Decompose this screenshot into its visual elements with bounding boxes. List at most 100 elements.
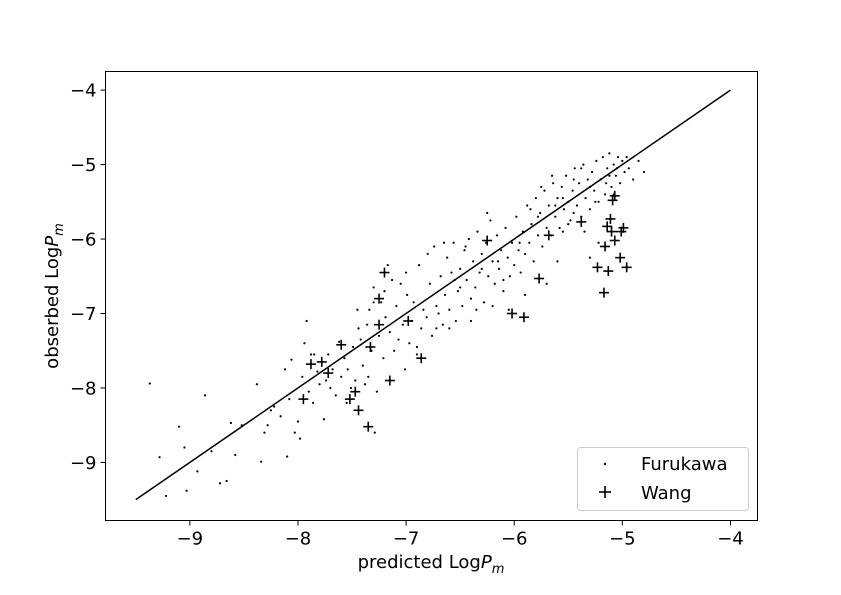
furukawa-point [461,304,464,308]
furukawa-point [340,375,343,378]
y-tick-label: −4 [70,81,97,102]
furukawa-point [510,241,514,244]
x-tick-label: −4 [717,529,744,550]
furukawa-point [584,196,587,200]
furukawa-point [382,357,385,360]
wang-point [609,235,620,246]
furukawa-point [383,290,386,293]
furukawa-point [467,237,470,241]
furukawa-point [361,364,364,367]
furukawa-point [452,241,455,244]
furukawa-point [450,271,453,274]
wang-point [592,262,603,273]
x-tick-label: −6 [501,529,528,550]
furukawa-point [567,200,570,203]
furukawa-point [368,308,371,311]
furukawa-point [518,241,521,244]
furukawa-point [422,308,425,311]
furukawa-point [565,174,568,177]
furukawa-point [397,338,400,341]
wang-point [607,195,618,206]
furukawa-point [437,312,440,315]
wang-point [609,190,620,201]
x-tick-label: −8 [285,529,312,550]
furukawa-point [263,431,266,434]
furukawa-point [637,159,640,162]
furukawa-point [412,301,415,304]
furukawa-point [469,319,473,323]
furukawa-point [530,223,533,226]
furukawa-point [269,409,273,412]
furukawa-point [502,278,505,282]
furukawa-point [508,275,511,278]
furukawa-point [443,293,447,296]
wang-point [618,222,629,233]
furukawa-point [417,263,421,267]
furukawa-point [623,170,626,174]
furukawa-point [395,304,398,308]
furukawa-point [286,455,289,458]
furukawa-point [502,290,505,293]
plot-frame [105,71,758,521]
furukawa-point [296,420,300,423]
furukawa-point [384,316,387,319]
furukawa-point [480,267,483,270]
furukawa-point [448,308,451,311]
furukawa-point [420,327,423,330]
furukawa-point [210,450,213,453]
furukawa-point [318,383,321,386]
furukawa-point [561,230,564,233]
furukawa-point [487,275,490,278]
wang-series [298,190,632,432]
furukawa-point [529,208,532,211]
furukawa-point [573,167,576,170]
furukawa-point [608,174,611,177]
wang-point [298,394,309,405]
furukawa-point [541,245,544,248]
furukawa-point [177,425,181,428]
furukawa-point [393,349,396,352]
furukawa-point [583,230,586,233]
furukawa-point [290,358,293,361]
furukawa-point [425,316,428,319]
furukawa-point [185,489,188,492]
y-tick-label: −8 [70,378,97,399]
furukawa-point [331,368,334,371]
y-axis-label-sub: m [52,223,67,236]
furukawa-point [403,368,407,371]
wang-point [323,368,334,379]
furukawa-point [621,159,624,162]
furukawa-point [504,226,507,229]
furukawa-point [388,331,391,334]
wang-point [363,421,374,432]
furukawa-point [366,323,369,326]
furukawa-point [469,297,473,300]
furukawa-point [580,167,583,170]
furukawa-point [225,479,228,483]
furukawa-point [305,319,308,323]
furukawa-point [532,260,535,263]
furukawa-point [476,230,479,233]
furukawa-point [352,345,355,349]
furukawa-point [536,234,540,237]
furukawa-point [273,405,276,408]
furukawa-point [408,342,411,345]
x-axis-label-var: P [481,552,492,573]
furukawa-point [577,182,581,185]
furukawa-point [255,383,258,386]
legend-wang-label: Wang [641,483,692,504]
furukawa-point [279,415,282,418]
furukawa-point [309,353,313,356]
wang-point [416,353,427,364]
furukawa-point [595,159,598,162]
furukawa-point [482,301,486,304]
furukawa-point [329,386,332,390]
furukawa-point [567,223,570,226]
furukawa-series [148,152,646,498]
furukawa-point [260,460,263,463]
furukawa-point [456,290,460,293]
wang-point [365,342,376,353]
furukawa-point [327,353,330,356]
legend-box [577,447,749,511]
